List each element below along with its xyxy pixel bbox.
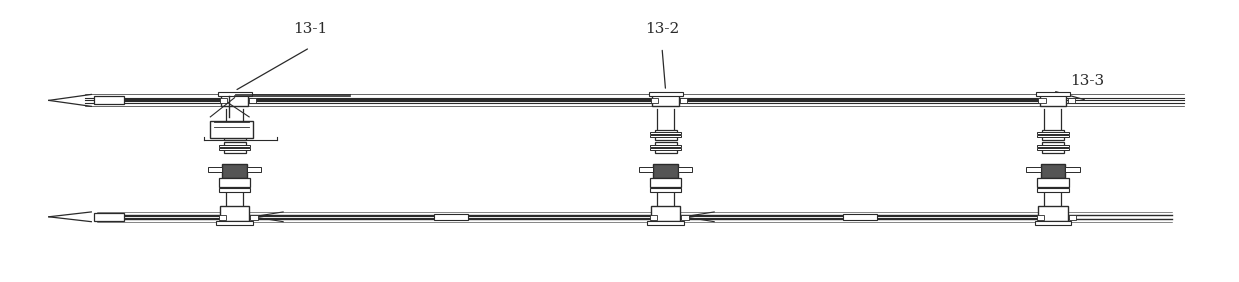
- Bar: [223, 164, 247, 178]
- Bar: [1040, 94, 1067, 106]
- Bar: [652, 94, 679, 106]
- Bar: [648, 221, 684, 224]
- Text: 13-2: 13-2: [644, 22, 679, 36]
- Bar: [639, 167, 653, 172]
- Bar: [1038, 98, 1046, 103]
- Bar: [1037, 178, 1069, 187]
- Bar: [1037, 144, 1069, 147]
- Bar: [1066, 167, 1079, 172]
- Bar: [1037, 148, 1069, 150]
- Bar: [94, 96, 124, 104]
- Bar: [1042, 130, 1064, 140]
- Bar: [649, 135, 681, 137]
- Bar: [653, 164, 678, 178]
- Bar: [649, 144, 681, 147]
- Bar: [1037, 135, 1069, 137]
- Bar: [221, 98, 227, 103]
- Bar: [219, 148, 250, 150]
- Bar: [219, 215, 225, 219]
- Bar: [224, 130, 245, 140]
- Bar: [1037, 188, 1069, 192]
- Bar: [211, 121, 253, 138]
- Bar: [649, 148, 681, 150]
- Bar: [224, 142, 245, 153]
- Bar: [219, 135, 250, 137]
- Bar: [1041, 164, 1066, 178]
- Bar: [217, 221, 253, 224]
- Bar: [219, 132, 250, 134]
- Bar: [678, 167, 693, 172]
- Bar: [681, 215, 689, 219]
- Bar: [1038, 206, 1068, 221]
- Bar: [1042, 142, 1064, 153]
- Bar: [650, 98, 658, 103]
- Bar: [218, 92, 252, 96]
- Bar: [1026, 167, 1041, 172]
- Text: 13-3: 13-3: [1070, 74, 1104, 89]
- Bar: [654, 130, 676, 140]
- Bar: [649, 215, 657, 219]
- Bar: [1035, 221, 1072, 224]
- Bar: [1069, 215, 1075, 219]
- Bar: [843, 214, 877, 220]
- Bar: [654, 142, 676, 153]
- Bar: [1068, 98, 1074, 103]
- Bar: [249, 98, 256, 103]
- Bar: [221, 206, 249, 221]
- Bar: [1037, 132, 1069, 134]
- Bar: [649, 132, 681, 134]
- Bar: [247, 167, 261, 172]
- Bar: [649, 188, 681, 192]
- Bar: [219, 178, 250, 187]
- Bar: [94, 213, 124, 221]
- Bar: [650, 206, 680, 221]
- Bar: [1037, 215, 1044, 219]
- Bar: [219, 144, 250, 147]
- Bar: [219, 188, 250, 192]
- Bar: [208, 167, 223, 172]
- Bar: [250, 215, 258, 219]
- Bar: [222, 94, 248, 106]
- Text: 13-1: 13-1: [292, 22, 327, 36]
- Bar: [649, 178, 681, 187]
- Bar: [649, 92, 683, 96]
- Bar: [434, 214, 467, 220]
- Bar: [1036, 92, 1070, 96]
- Bar: [680, 98, 688, 103]
